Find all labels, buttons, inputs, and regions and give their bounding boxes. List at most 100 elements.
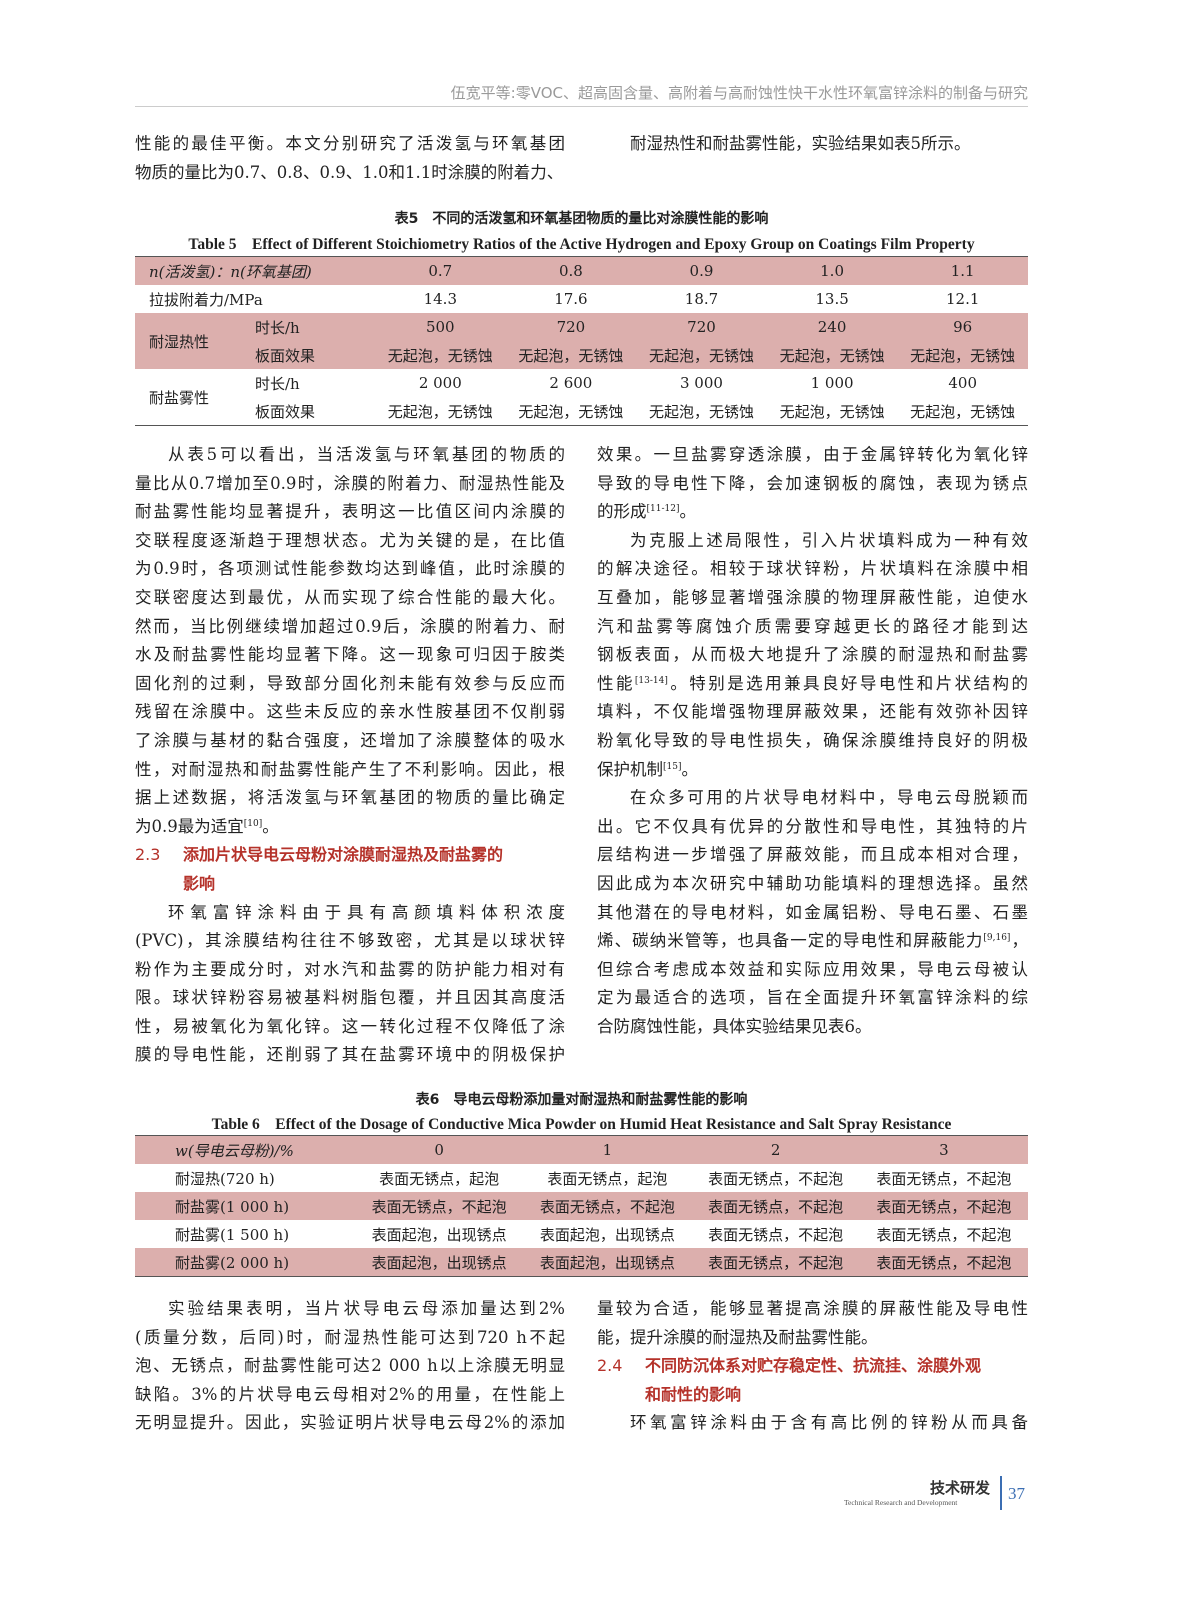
paragraph-conclusion: 量较为合适，能够显著提高涂膜的屏蔽性能及导电性 能，提升涂膜的耐湿热及耐盐雾性能。 xyxy=(597,1295,1028,1352)
line-text: 为克服上述局限性，引入片状填料成为一种有效 xyxy=(630,530,1028,550)
text-line: 据上述数据，将活泼氢与环氧基团的物质的量比确定 xyxy=(135,784,565,813)
table-cell: 无起泡，无锈蚀 xyxy=(897,341,1028,369)
line-text: 无明显提升。因此，实验证明片状导电云母2%的添加 xyxy=(135,1413,565,1433)
table-cell: 1.1 xyxy=(897,256,1028,285)
text-line: 耐盐雾性能均显著提升，表明这一比值区间内涂膜的 xyxy=(135,498,565,527)
table-cell: 无起泡，无锈蚀 xyxy=(518,402,624,421)
text-line: 填料，不仅能增强物理屏蔽效果，还能有效弥补因锌 xyxy=(597,698,1028,727)
line-text: 互叠加，能够显著增强涂膜的物理屏蔽性能，迫使水 xyxy=(597,587,1028,607)
bottom-right-column: 量较为合适，能够显著提高涂膜的屏蔽性能及导电性 能，提升涂膜的耐湿热及耐盐雾性能。… xyxy=(597,1295,1028,1438)
bottom-left-text: 实验结果表明，当片状导电云母添加量达到2% (质量分数，后同)时，耐湿热性能可达到… xyxy=(135,1295,565,1438)
table-cell: 0.7 xyxy=(375,256,506,285)
effect-label: 板面效果 xyxy=(245,341,375,369)
table-cell: 3 xyxy=(859,1135,1028,1164)
line-text: 耐湿热性和耐盐雾性能，实验结果如表5所示。 xyxy=(630,134,971,153)
citation: [9,16] xyxy=(983,933,1011,944)
line-text: 水及耐盐雾性能均显著下降。这一现象可归因于胺类 xyxy=(135,645,565,665)
table-cell: 2 xyxy=(691,1135,860,1164)
table-row: 耐盐雾(1 000 h) 表面无锈点，不起泡 表面无锈点，不起泡 表面无锈点，不起泡表… xyxy=(135,1192,1028,1220)
line-text: 汽和盐雾等腐蚀介质需要穿越更长的路径才能到达 xyxy=(597,616,1028,636)
table-cell: 表面无锈点，不起泡 xyxy=(708,1225,844,1244)
line-text: 然而，当比例继续增加超过0.9后，涂膜的附着力、耐 xyxy=(135,616,565,636)
text-line: 性，对耐湿热和耐盐雾性能产生了不利影响。因此，根 xyxy=(135,756,565,785)
line-text: 从表5可以看出，当活泼氢与环氧基团的物质的 xyxy=(168,445,565,464)
table-cell: 0.9 xyxy=(636,256,767,285)
line-text: 膜的导电性能，还削弱了其在盐雾环境中的阴极保护 xyxy=(135,1045,565,1065)
page-number: 37 xyxy=(1008,1484,1025,1503)
table-cell: 2 600 xyxy=(549,374,593,392)
table-cell: 1 xyxy=(523,1135,692,1164)
line-text: 在众多可用的片状导电材料中，导电云母脱颖而 xyxy=(630,788,1028,808)
text-line: 层结构进一步增强了屏蔽效能，而且成本相对合理， xyxy=(597,841,1028,870)
text-line: 定为最适合的选项，旨在全面提升环氧富锌涂料的综 xyxy=(597,984,1028,1013)
table-cell: 720 xyxy=(636,313,767,341)
section-number: 2.4 xyxy=(597,1356,623,1376)
line-text: 性，对耐湿热和耐盐雾性能产生了不利影响。因此，根 xyxy=(135,759,565,779)
line-text: 层结构进一步增强了屏蔽效能，而且成本相对合理， xyxy=(597,845,1028,865)
table5-salt-effect-row: 板面效果 无起泡，无锈蚀 无起泡，无锈蚀 无起泡，无锈蚀 无起泡，无锈蚀 无起泡，无锈蚀 xyxy=(135,397,1028,426)
left-column: 从表5可以看出，当活泼氢与环氧基团的物质的量比从0.7增加至0.9时，涂膜的附着… xyxy=(135,441,565,1070)
text-line: 汽和盐雾等腐蚀介质需要穿越更长的路径才能到达 xyxy=(597,613,1028,642)
table-cell: 表面起泡，出现锈点 xyxy=(539,1225,675,1244)
text-line: 钢板表面，从而极大地提升了涂膜的耐湿热和耐盐雾 xyxy=(597,641,1028,670)
table-cell: 表面无锈点，不起泡 xyxy=(876,1169,1012,1188)
line-text: 因此成为本次研究中辅助功能填料的理想选择。虽然 xyxy=(597,873,1028,893)
table-row: 耐湿热(720 h) 表面无锈点，起泡 表面无锈点，起泡 表面无锈点，不起泡 表面无锈点… xyxy=(135,1164,1028,1192)
text-line: 合防腐蚀性能，具体实验结果见表6。 xyxy=(597,1013,1028,1042)
table5-caption-cn: 表5 不同的活泼氢和环氧基团物质的量比对涂膜性能的影响 xyxy=(394,211,769,227)
line-text: 为0.9时，各项测试性能参数均达到峰值，此时涂膜的 xyxy=(135,559,565,579)
table-cell: 500 xyxy=(375,313,506,341)
table-cell: 0.8 xyxy=(505,256,637,285)
dosage-header: w(导电云母粉)/% xyxy=(175,1141,294,1160)
line-text: 定为最适合的选项，旨在全面提升环氧富锌涂料的综 xyxy=(597,988,1028,1008)
text-line: 环氧富锌涂料由于具有高颜填料体积浓度 xyxy=(135,899,565,928)
line-text: (PVC)，其涂膜结构往往不够致密，尤其是以球状锌 xyxy=(135,931,565,951)
text-line: 为克服上述局限性，引入片状填料成为一种有效 xyxy=(597,527,1028,556)
line-text: (质量分数，后同)时，耐湿热性能可达到720 h不起 xyxy=(135,1327,565,1347)
text-line: 从表5可以看出，当活泼氢与环氧基团的物质的 xyxy=(135,441,565,470)
text-line: 泡、无锈点，耐盐雾性能可达2 000 h以上涂膜无明显 xyxy=(135,1352,565,1381)
text-line: 固化剂的过剩，导致部分固化剂未能有效参与反应而 xyxy=(135,670,565,699)
table-cell: 表面无锈点，不起泡 xyxy=(523,1192,692,1220)
text-line: 了涂膜与基材的黏合强度，还增加了涂膜整体的吸水 xyxy=(135,727,565,756)
line-text: 。 xyxy=(679,502,696,522)
table-cell: 表面无锈点，不起泡 xyxy=(876,1225,1012,1244)
line-text: 实验结果表明，当片状导电云母添加量达到2% xyxy=(168,1299,565,1318)
line-text: 粉作为主要成分时，对水汽和盐雾的防护能力相对有 xyxy=(135,959,565,979)
table-cell: 12.1 xyxy=(945,290,980,308)
paragraph-table5-discussion: 从表5可以看出，当活泼氢与环氧基团的物质的量比从0.7增加至0.9时，涂膜的附着… xyxy=(135,441,565,841)
table-cell: 表面无锈点，不起泡 xyxy=(355,1192,524,1220)
table-cell: 表面起泡，出现锈点 xyxy=(523,1248,692,1277)
table-cell: 1 000 xyxy=(810,374,854,392)
line-text: 固化剂的过剩，导致部分固化剂未能有效参与反应而 xyxy=(135,673,565,693)
top-right-text: 耐湿热性和耐盐雾性能，实验结果如表5所示。 xyxy=(597,130,1028,159)
row-label: 耐盐雾(1 000 h) xyxy=(135,1192,355,1220)
duration-label: 时长/h xyxy=(255,374,300,393)
table-cell: 表面无锈点，起泡 xyxy=(379,1169,500,1188)
table-cell: 表面无锈点，起泡 xyxy=(547,1169,668,1188)
running-head: 伍宽平等:零VOC、超高固含量、高附着与高耐蚀性快干水性环氧富锌涂料的制备与研究 xyxy=(450,84,1028,102)
paragraph-zinc-rich: 环氧富锌涂料由于含有高比例的锌粉从而具备 xyxy=(597,1409,1028,1438)
citation: [15] xyxy=(663,761,682,772)
row-label: 耐湿热(720 h) xyxy=(175,1169,275,1188)
table-cell: 96 xyxy=(897,313,1028,341)
text-line: 保护机制[15]。 xyxy=(597,756,1028,785)
row-label: 耐盐雾(2 000 h) xyxy=(135,1248,355,1277)
text-line: 交联密度达到最优，从而实现了综合性能的最大化。 xyxy=(135,584,565,613)
text-line: 效果。一旦盐雾穿透涂膜，由于金属锌转化为氧化锌 xyxy=(597,441,1028,470)
line-text: 合防腐蚀性能，具体实验结果见表6。 xyxy=(597,1016,872,1036)
table-cell: 表面无锈点，不起泡 xyxy=(691,1192,860,1220)
text-line: 残留在涂膜中。这些未反应的亲水性胺基团不仅削弱 xyxy=(135,698,565,727)
text-line: 缺陷。3%的片状导电云母相对2%的用量，在性能上 xyxy=(135,1381,565,1410)
table-cell: 400 xyxy=(948,374,977,392)
line-text: 量比从0.7增加至0.9时，涂膜的附着力、耐湿热性能及 xyxy=(135,473,565,493)
table-cell: 14.3 xyxy=(423,290,457,308)
table5-humid-hours-row: 耐湿热性 时长/h 500 720 720 240 96 xyxy=(135,313,1028,369)
line-text: 保护机制 xyxy=(597,759,663,779)
table-cell: 17.6 xyxy=(554,290,588,308)
text-line: 在众多可用的片状导电材料中，导电云母脱颖而 xyxy=(597,784,1028,813)
line-text: 的形成 xyxy=(597,502,647,522)
table-cell: 3 000 xyxy=(680,374,723,392)
text-line: 交联程度逐渐趋于理想状态。尤为关键的是，在比值 xyxy=(135,527,565,556)
text-line: 性能[13-14]。特别是选用兼具良好导电性和片状结构的 xyxy=(597,670,1028,699)
